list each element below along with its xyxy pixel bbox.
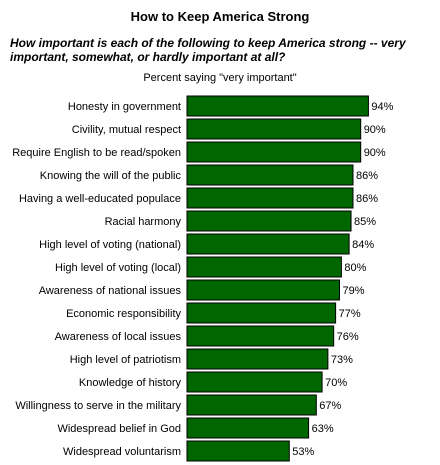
value-label: 80% bbox=[344, 262, 366, 274]
value-label: 70% bbox=[325, 377, 347, 389]
category-label: Knowledge of history bbox=[79, 377, 182, 389]
value-label: 77% bbox=[339, 308, 361, 320]
bar bbox=[186, 417, 310, 439]
bar bbox=[186, 371, 323, 393]
chart-title: How to Keep America Strong bbox=[130, 9, 310, 24]
value-label: 90% bbox=[364, 147, 386, 159]
category-label: Civility, mutual respect bbox=[72, 124, 181, 136]
bar bbox=[186, 279, 340, 301]
category-label: Knowing the will of the public bbox=[40, 170, 182, 182]
value-label: 90% bbox=[364, 124, 386, 136]
bar bbox=[186, 302, 337, 324]
value-label: 79% bbox=[342, 285, 364, 297]
bar bbox=[186, 325, 335, 347]
value-label: 67% bbox=[319, 400, 341, 412]
value-label: 84% bbox=[352, 239, 374, 251]
bar bbox=[186, 256, 342, 278]
category-label: Racial harmony bbox=[105, 216, 182, 228]
bar bbox=[186, 233, 350, 255]
category-label: Economic responsibility bbox=[66, 308, 181, 320]
bar bbox=[186, 164, 354, 186]
chart-subtitle: How important is each of the following t… bbox=[10, 36, 406, 64]
bar bbox=[186, 187, 354, 209]
value-label: 53% bbox=[292, 446, 314, 458]
bar bbox=[186, 440, 290, 462]
value-label: 85% bbox=[354, 216, 376, 228]
category-label: High level of voting (local) bbox=[55, 262, 181, 274]
bar bbox=[186, 394, 317, 416]
category-label: Having a well-educated populace bbox=[19, 193, 181, 205]
value-label: 86% bbox=[356, 193, 378, 205]
value-label: 76% bbox=[337, 331, 359, 343]
bar bbox=[186, 95, 369, 117]
category-label: Willingness to serve in the military bbox=[15, 400, 181, 412]
value-label: 73% bbox=[331, 354, 353, 366]
value-label: 94% bbox=[371, 101, 393, 113]
category-label: Awareness of national issues bbox=[39, 285, 182, 297]
value-label: 63% bbox=[312, 423, 334, 435]
category-label: Widespread voluntarism bbox=[63, 446, 181, 458]
bar bbox=[186, 118, 362, 140]
value-label: 86% bbox=[356, 170, 378, 182]
category-label: Honesty in government bbox=[68, 101, 181, 113]
category-label: High level of patriotism bbox=[70, 354, 181, 366]
category-label: Widespread belief in God bbox=[57, 423, 181, 435]
category-label: Require English to be read/spoken bbox=[12, 147, 181, 159]
bar bbox=[186, 348, 329, 370]
bar bbox=[186, 210, 352, 232]
category-label: High level of voting (national) bbox=[39, 239, 181, 251]
category-label: Awareness of local issues bbox=[55, 331, 182, 343]
bar bbox=[186, 141, 362, 163]
chart-caption: Percent saying "very important" bbox=[143, 72, 297, 84]
